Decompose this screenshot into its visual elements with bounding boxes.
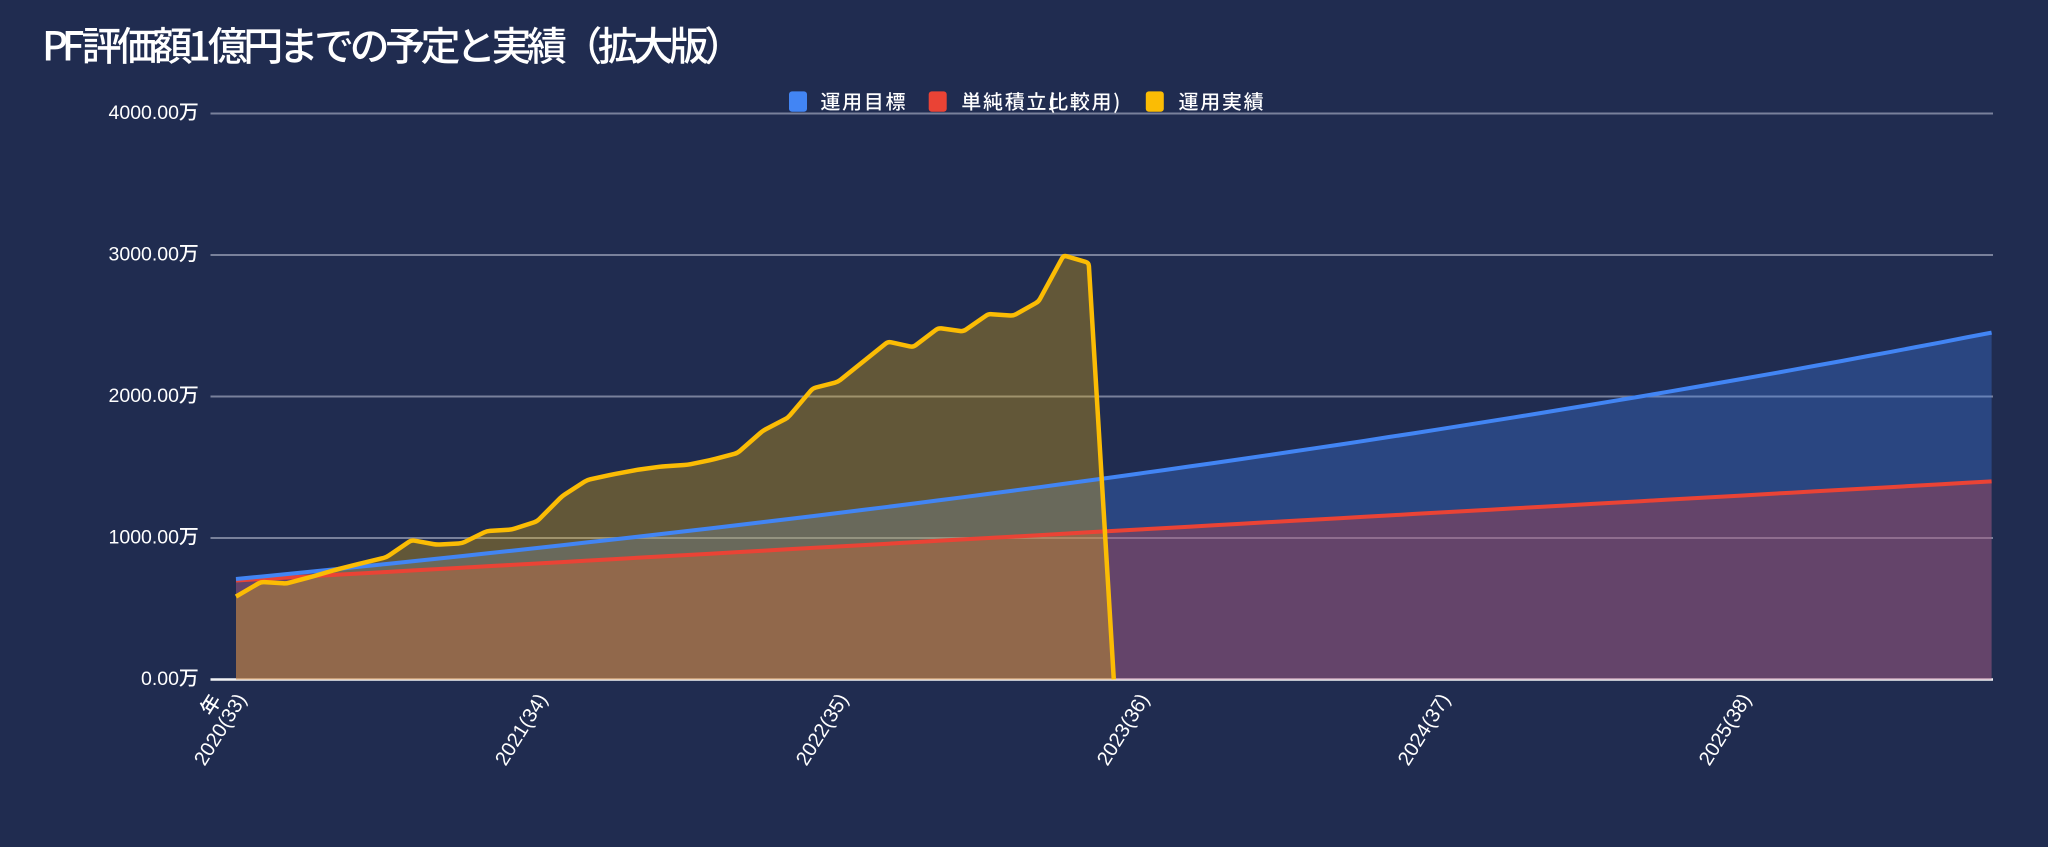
svg-text:1000.00: 1000.00 [109,527,180,549]
svg-text:4000.00: 4000.00 [109,102,180,124]
svg-text:3000.00: 3000.00 [109,244,180,266]
svg-text:2000.00: 2000.00 [109,385,180,407]
svg-text:0.00: 0.00 [141,668,179,690]
